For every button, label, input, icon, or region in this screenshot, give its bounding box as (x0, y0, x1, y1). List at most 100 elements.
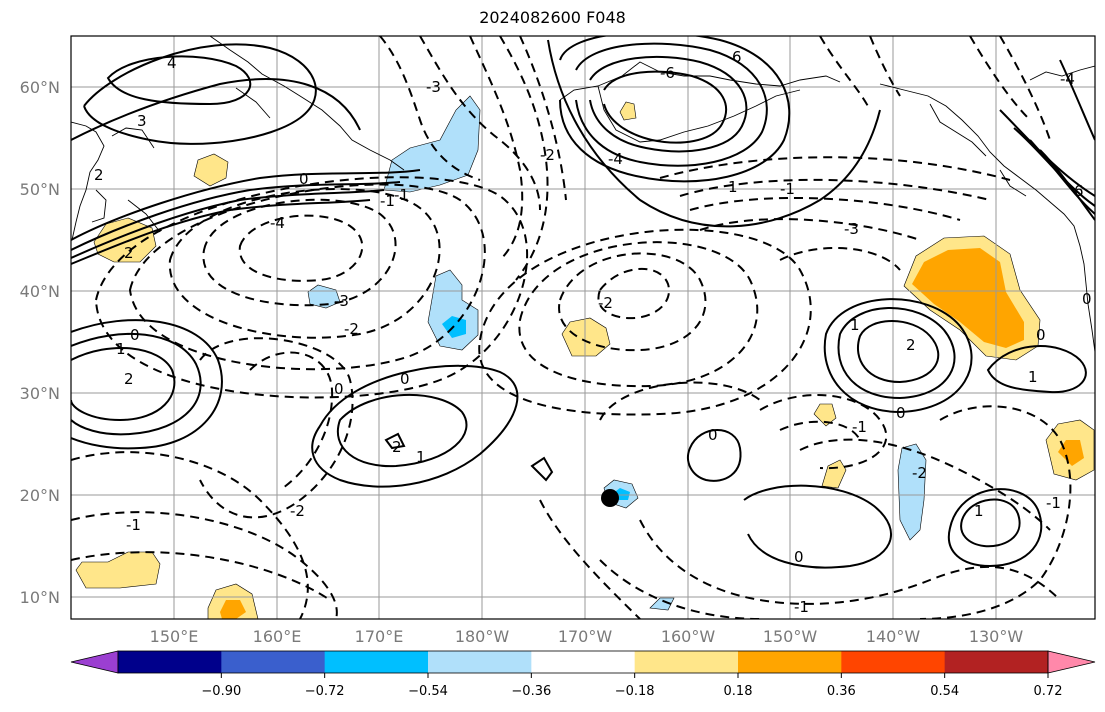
colorbar-segment (738, 651, 842, 673)
lat-label: 20°N (20, 486, 60, 505)
map-title: 2024082600 F048 (479, 8, 626, 27)
contour-label: 6 (732, 48, 742, 66)
colorbar-tick-label: −0.54 (408, 684, 448, 699)
contour-label: 0 (400, 370, 410, 388)
lon-label: 180°W (455, 627, 510, 646)
contour-label: -1 (394, 186, 409, 204)
contour-label: -1 (380, 192, 395, 210)
contour-label: -1 (780, 180, 795, 198)
contour-label: -4 (608, 150, 623, 168)
contour-label: 0 (334, 380, 344, 398)
colorbar-frame (117, 650, 1049, 674)
contour-label: 4 (167, 54, 177, 72)
lon-label: 160°W (661, 627, 716, 646)
contour-label: 6 (1074, 182, 1084, 200)
lon-label: 160°E (253, 627, 302, 646)
contour-label: 2 (906, 336, 916, 354)
contour-label: -1 (852, 418, 867, 436)
contour-label: -2 (540, 146, 555, 164)
contour-label: -1 (1046, 494, 1061, 512)
shade-region (1058, 440, 1084, 466)
contour-label: 0 (1036, 326, 1046, 344)
colorbar-segment (428, 651, 532, 673)
contour-labels: 4 3 2 0 -4 -3 -2 -1 0 1 2 -1 -2 -3 -4 6 … (94, 48, 1092, 616)
lat-label: 40°N (20, 282, 60, 301)
shade-region (75, 551, 161, 589)
contour-label: -2 (344, 320, 359, 338)
coastlines (71, 36, 1095, 353)
contour-label: 0 (299, 170, 309, 188)
shade-region (561, 317, 611, 357)
graticule (71, 36, 1095, 619)
contour-label: -1 (126, 516, 141, 534)
lon-label: 150°W (763, 627, 818, 646)
shaded-anomaly-regions (75, 95, 1095, 619)
lon-label: 170°E (355, 627, 404, 646)
colorbar-segment (531, 651, 636, 673)
lat-label: 50°N (20, 180, 60, 199)
shade-region (813, 403, 837, 427)
colorbar-segment (324, 651, 429, 673)
colorbar-extend-right (1047, 650, 1096, 674)
colorbar-segment (634, 651, 739, 673)
colorbar-tick-label: −0.18 (615, 684, 655, 699)
shade-region (821, 459, 847, 489)
colorbar-segment (944, 651, 1049, 673)
storm-center-marker (601, 489, 619, 507)
latitude-labels: 60°N 50°N 40°N 30°N 20°N 10°N (20, 78, 60, 607)
contour-label: -4 (1060, 70, 1075, 88)
contour-label: 1 (416, 448, 426, 466)
contour-label: -4 (270, 214, 285, 232)
contour-label: 1 (1028, 368, 1038, 386)
lat-label: 10°N (20, 588, 60, 607)
colorbar-tick-label: −0.36 (511, 684, 551, 699)
contour-label: -2 (290, 502, 305, 520)
lon-label: 130°W (969, 627, 1024, 646)
contour-label: 2 (392, 438, 402, 456)
longitude-labels: 150°E 160°E 170°E 180°W 170°W 160°W 150°… (150, 627, 1024, 646)
colorbar-segment (118, 651, 222, 673)
lat-label: 30°N (20, 384, 60, 403)
positive-contours (71, 36, 1095, 569)
colorbar-tick-label: −0.72 (305, 684, 345, 699)
colorbar-segment (841, 651, 946, 673)
contour-label: 1 (850, 316, 860, 334)
contour-label: -3 (334, 292, 349, 310)
colorbar-tick-label: 0.54 (930, 684, 959, 699)
map-frame (70, 35, 1096, 620)
colorbar-tick-label: 0.72 (1034, 684, 1063, 699)
lon-label: 170°W (558, 627, 613, 646)
contour-label: -1 (794, 598, 809, 616)
contour-label: 3 (137, 112, 147, 130)
colorbar-tick-label: 0.36 (827, 684, 856, 699)
colorbar-extend-left (70, 650, 119, 674)
contour-label: 2 (124, 370, 134, 388)
shade-region (649, 597, 675, 611)
contour-label: 2 (124, 244, 134, 262)
colorbar-tick-label: −0.90 (201, 684, 241, 699)
lat-label: 60°N (20, 78, 60, 97)
contour-label: -3 (426, 78, 441, 96)
shade-region (897, 443, 927, 541)
colorbar-tick-label: 0.18 (724, 684, 753, 699)
lon-label: 150°E (150, 627, 199, 646)
contour-label: -2 (598, 294, 613, 312)
contour-label: 2 (94, 166, 104, 184)
negative-contours (71, 36, 1072, 619)
contour-label: -2 (912, 464, 927, 482)
shade-region (619, 101, 637, 121)
colorbar-segment (221, 651, 326, 673)
contour-label: 0 (794, 548, 804, 566)
colorbar: −0.90 −0.72 −0.54 −0.36 −0.18 0.18 0.36 0.54 0.7… (70, 650, 1096, 699)
contour-label: -3 (844, 220, 859, 238)
contour-label: 1 (728, 178, 738, 196)
contour-label: 0 (896, 404, 906, 422)
contour-label: -6 (660, 64, 675, 82)
lon-label: 140°W (866, 627, 921, 646)
contour-label: 1 (974, 502, 984, 520)
contour-label: 0 (1082, 290, 1092, 308)
shade-region (220, 600, 246, 619)
shade-region (193, 153, 229, 187)
contour-label: 1 (116, 340, 126, 358)
